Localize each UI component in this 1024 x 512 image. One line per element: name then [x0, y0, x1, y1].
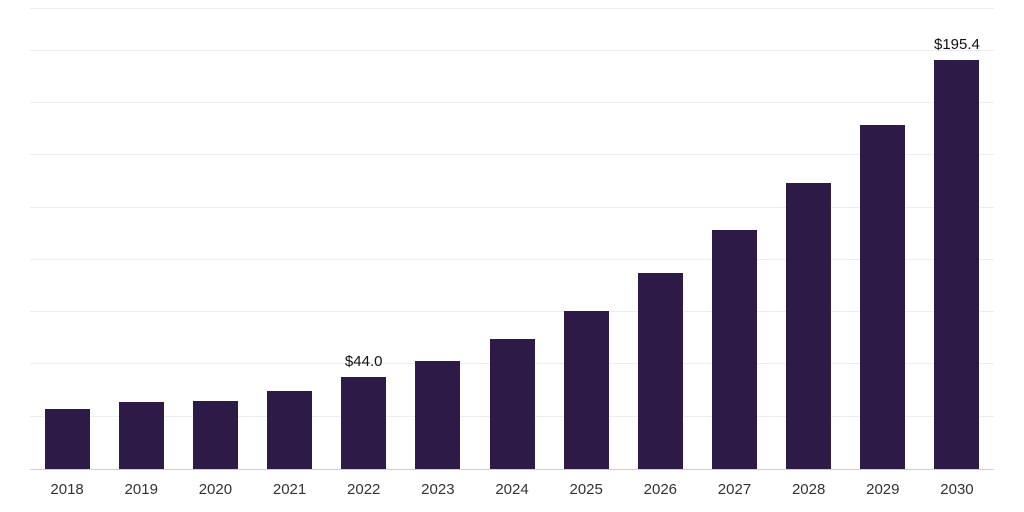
- bar-column: [772, 10, 846, 469]
- x-axis-label: 2025: [569, 481, 603, 498]
- bar-column: [475, 10, 549, 469]
- gridline: [30, 206, 994, 208]
- x-axis-label: 2018: [50, 481, 84, 498]
- x-axis-label: 2019: [124, 481, 158, 498]
- bar: [934, 60, 980, 469]
- bars: $44.0 $195.4: [30, 10, 994, 469]
- x-axis-label: 2021: [272, 481, 307, 498]
- gridline: [30, 154, 994, 156]
- bar: [786, 182, 832, 469]
- bar: [563, 310, 609, 469]
- gridline: [30, 258, 994, 260]
- bar-column: $44.0: [327, 10, 401, 469]
- bar-column: [697, 10, 771, 469]
- x-axis-label: 2023: [421, 481, 455, 498]
- bar: [860, 125, 906, 469]
- gridline: [30, 311, 994, 313]
- gridline: [30, 8, 994, 9]
- bar-column: [623, 10, 697, 469]
- x-axis-label: 2030: [940, 481, 974, 498]
- plot-area: $44.0 $195.4: [30, 8, 994, 470]
- bar-column: $195.4: [920, 10, 994, 469]
- x-axis-labels: 2018 2019 2020 2021 2022 2023 2024 2025 2026 2027…: [30, 481, 994, 498]
- bar-value-label: $195.4: [934, 36, 980, 54]
- x-axis-label: 2029: [866, 481, 900, 498]
- bar: [44, 408, 90, 469]
- bar: [118, 401, 164, 469]
- bar: [711, 229, 757, 469]
- x-axis-label: 2024: [495, 481, 529, 498]
- bar-value-label: $44.0: [344, 353, 383, 370]
- bar: [341, 377, 387, 469]
- bar: [637, 272, 683, 469]
- bar-column: [252, 10, 326, 469]
- bar-column: [30, 10, 104, 469]
- bar-column: [846, 10, 920, 469]
- bar-column: [104, 10, 178, 469]
- gridline: [30, 102, 994, 104]
- bar-column: [549, 10, 623, 469]
- bar-column: [401, 10, 475, 469]
- bar: [192, 400, 238, 469]
- x-axis-label: 2020: [198, 481, 233, 498]
- bar: [415, 360, 461, 469]
- bar: [489, 338, 535, 469]
- x-axis-label: 2026: [643, 481, 678, 498]
- x-axis-label: 2028: [791, 481, 826, 498]
- bar: [267, 390, 313, 469]
- x-axis-label: 2027: [717, 481, 752, 498]
- x-axis-label: 2022: [347, 481, 381, 498]
- gridline: [30, 49, 994, 51]
- bar-column: [178, 10, 252, 469]
